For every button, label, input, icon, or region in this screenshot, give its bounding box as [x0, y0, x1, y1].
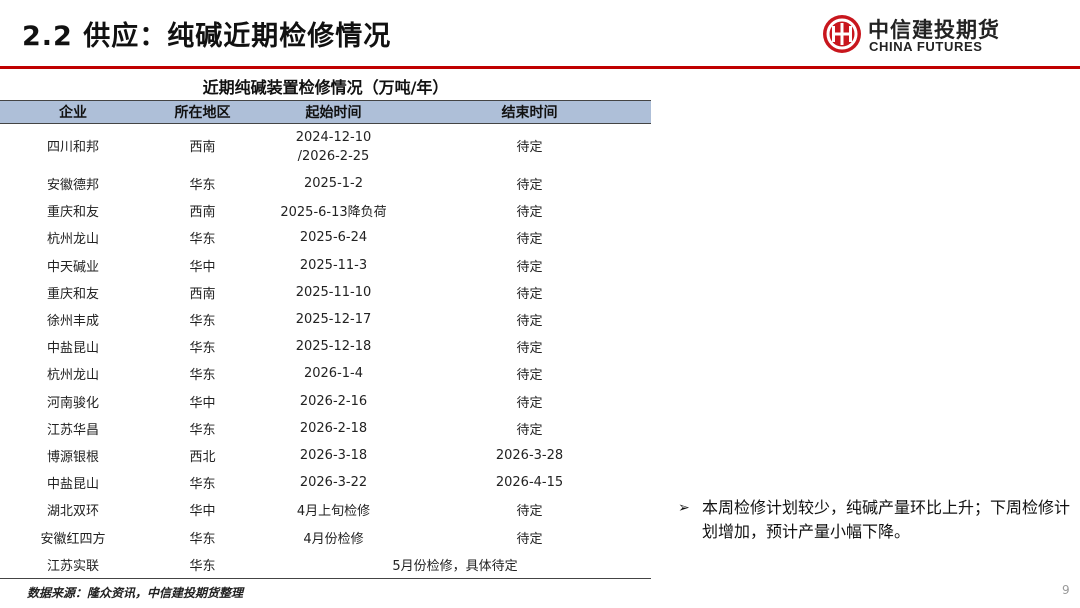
cell-region: 西南 [189, 286, 216, 302]
header-divider [0, 66, 1080, 69]
cell-region: 西北 [189, 449, 216, 465]
cell-end-time: 待定 [516, 395, 543, 411]
cell-start-time: 2026-1-4 [303, 366, 363, 382]
page-title: 2.2 供应：纯碱近期检修情况 [22, 21, 392, 52]
table-row: 徐州丰成 华东 2025-12-17 待定 [0, 306, 651, 333]
column-header-start-time: 起始时间 [259, 100, 408, 124]
cell-company: 中盐昆山 [46, 341, 99, 357]
cell-company: 安徽红四方 [40, 531, 106, 547]
cell-end-time: 待定 [516, 368, 543, 384]
table-title: 近期纯碱装置检修情况（万吨/年） [202, 78, 449, 97]
cell-start-time: 2026-3-18 [299, 447, 368, 463]
cell-company: 江苏华昌 [46, 422, 99, 438]
cell-end-time: 待定 [516, 232, 543, 248]
table-row: 重庆和友 西南 2025-6-13降负荷 待定 [0, 197, 651, 224]
cell-company: 重庆和友 [46, 286, 99, 302]
cell-company: 中天碱业 [46, 259, 99, 275]
cell-region: 华东 [189, 178, 216, 194]
cell-end-time: 待定 [516, 178, 543, 194]
cell-end-time: 待定 [516, 341, 543, 357]
table-row: 中盐昆山 华东 2026-3-22 2026-4-15 [0, 469, 651, 496]
cell-start-time: 2025-11-3 [299, 257, 368, 273]
cell-end-time: 2026-4-15 [495, 475, 564, 491]
column-header-region: 所在地区 [146, 100, 259, 124]
cell-region: 华东 [189, 314, 216, 330]
cell-region: 华东 [189, 477, 216, 493]
cell-region: 西南 [189, 139, 216, 155]
table-row: 河南骏化 华中 2026-2-16 待定 [0, 388, 651, 415]
maintenance-table: 企业 所在地区 起始时间 结束时间 四川和邦 西南 2024-12-10 /20… [0, 100, 651, 579]
cell-end-time: 待定 [516, 504, 543, 520]
cell-start-time: 2025-1-2 [303, 176, 363, 192]
cell-end-time: 待定 [516, 259, 543, 275]
column-header-company: 企业 [0, 100, 146, 124]
cell-company: 湖北双环 [46, 504, 99, 520]
table-row: 安徽红四方 华东 4月份检修 待定 [0, 523, 651, 550]
cell-region: 华东 [189, 531, 216, 547]
table-row: 中天碱业 华中 2025-11-3 待定 [0, 252, 651, 279]
table-row: 四川和邦 西南 2024-12-10 /2026-2-25 待定 [0, 124, 651, 171]
cell-company: 四川和邦 [46, 139, 99, 155]
table-row: 杭州龙山 华东 2026-1-4 待定 [0, 360, 651, 387]
table-row: 湖北双环 华中 4月上旬检修 待定 [0, 496, 651, 523]
logo-chinese-name: 中信建投期货 [868, 18, 1000, 42]
cell-region: 华中 [189, 395, 216, 411]
cell-company: 河南骏化 [46, 395, 99, 411]
cell-start-time: 2024-12-10 /2026-2-25 [295, 130, 372, 164]
summary-text: 本周检修计划较少，纯碱产量环比上升；下周检修计划增加，预计产量小幅下降。 [702, 498, 1071, 541]
cell-start-time: 2025-6-13降负荷 [280, 205, 387, 221]
cell-company: 江苏实联 [0, 550, 146, 579]
cell-start-time: 4月上旬检修 [296, 504, 371, 520]
cell-region: 西南 [189, 205, 216, 221]
cell-region: 华中 [189, 504, 216, 520]
table-header-row: 企业 所在地区 起始时间 结束时间 [0, 100, 651, 124]
table-row: 杭州龙山 华东 2025-6-24 待定 [0, 224, 651, 251]
cell-start-time: 2025-12-17 [295, 312, 372, 328]
cell-company: 博源银根 [46, 449, 99, 465]
cell-region: 华东 [189, 232, 216, 248]
table-row: 中盐昆山 华东 2025-12-18 待定 [0, 333, 651, 360]
cell-region: 华东 [189, 368, 216, 384]
cell-start-time: 2026-2-18 [299, 420, 368, 436]
table-row: 江苏实联 华东 5月份检修，具体待定 [0, 550, 651, 579]
cell-end-time: 待定 [516, 531, 543, 547]
cell-start-time: 2025-12-18 [295, 339, 372, 355]
table-row: 安徽德邦 华东 2025-1-2 待定 [0, 170, 651, 197]
table-row: 博源银根 西北 2026-3-18 2026-3-28 [0, 442, 651, 469]
column-header-end-time: 结束时间 [408, 100, 651, 124]
page-number: 9 [1062, 583, 1070, 597]
arrow-bullet-icon: ➢ [678, 500, 690, 516]
cell-company: 重庆和友 [46, 205, 99, 221]
cell-end-time: 2026-3-28 [495, 447, 564, 463]
china-futures-logo-icon [823, 15, 861, 53]
cell-company: 杭州龙山 [46, 368, 99, 384]
cell-end-time: 待定 [516, 286, 543, 302]
cell-start-time: 2025-6-24 [299, 230, 368, 246]
cell-region: 华东 [189, 422, 216, 438]
cell-company: 中盐昆山 [46, 477, 99, 493]
cell-region: 华中 [189, 259, 216, 275]
cell-company: 安徽德邦 [46, 178, 99, 194]
data-source-note: 数据来源：隆众资讯，中信建投期货整理 [27, 586, 244, 600]
cell-start-time: 2026-3-22 [299, 475, 368, 491]
cell-region: 华东 [189, 341, 216, 357]
table-row: 江苏华昌 华东 2026-2-18 待定 [0, 415, 651, 442]
cell-company: 杭州龙山 [46, 232, 99, 248]
logo-english-name: CHINA FUTURES [869, 39, 983, 54]
cell-end-time: 待定 [516, 422, 543, 438]
table-row: 重庆和友 西南 2025-11-10 待定 [0, 279, 651, 306]
cell-end-time: 待定 [516, 139, 543, 155]
company-logo: 中信建投期货 CHINA FUTURES [822, 14, 1012, 58]
cell-start-time: 2025-11-10 [295, 284, 372, 300]
cell-company: 徐州丰成 [46, 314, 99, 330]
cell-start-end-merged: 5月份检修，具体待定 [259, 550, 651, 579]
cell-start-time: 2026-2-16 [299, 393, 368, 409]
cell-start-time: 4月份检修 [303, 531, 364, 547]
cell-region: 华东 [146, 550, 259, 579]
cell-end-time: 待定 [516, 205, 543, 221]
cell-end-time: 待定 [516, 314, 543, 330]
